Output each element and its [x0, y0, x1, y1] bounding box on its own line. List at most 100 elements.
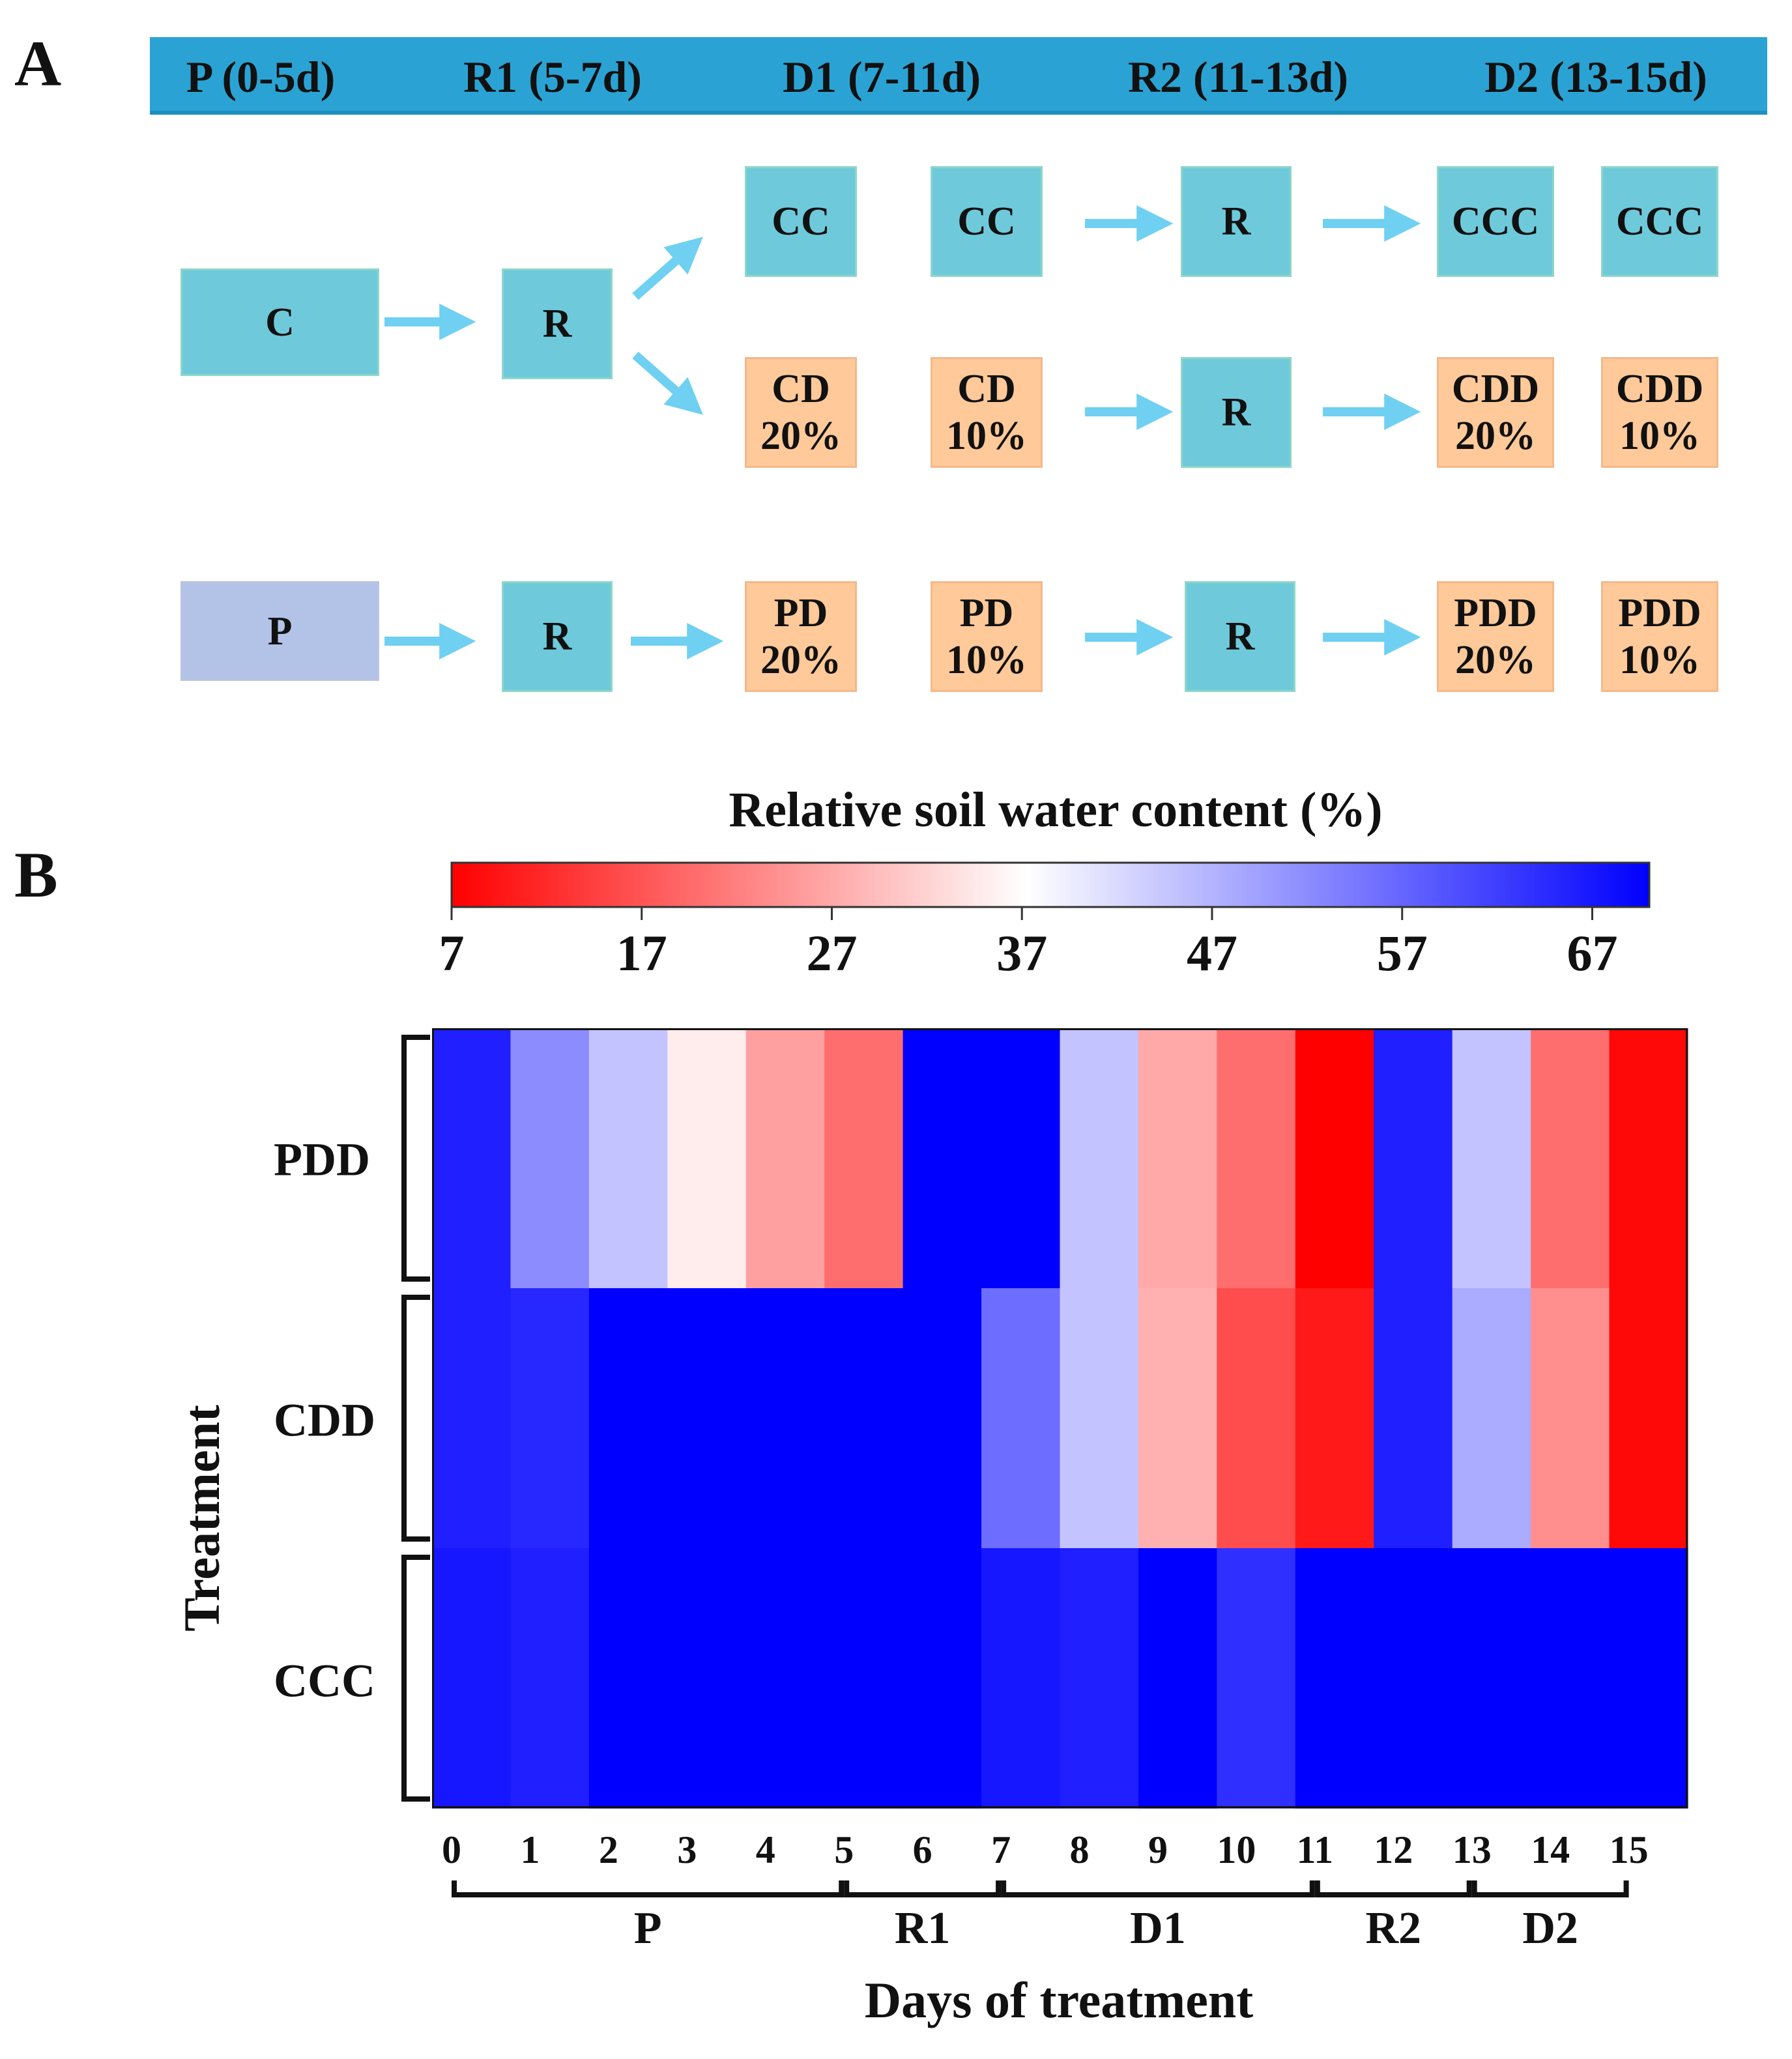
box-pd-10: PD 10%: [931, 581, 1043, 692]
x-tick-label: 14: [1531, 1828, 1570, 1871]
box-line: CDD: [1451, 367, 1540, 411]
heatmap-cell-ccc-day13: [1452, 1548, 1531, 1809]
box-line: CCC: [1451, 199, 1540, 244]
box-line: R: [1225, 614, 1255, 659]
box-line: 20%: [760, 638, 841, 682]
box-c-rewater: R: [502, 268, 613, 379]
box-line: PD: [959, 591, 1014, 635]
colorbar-tick-label: 37: [996, 925, 1048, 981]
x-tick-label: 4: [755, 1828, 775, 1871]
box-line: 20%: [1455, 414, 1536, 458]
heatmap-cell-ccc-day11: [1295, 1548, 1374, 1809]
heatmap-cell-pdd-day12: [1374, 1028, 1453, 1289]
box-line: CC: [772, 199, 830, 244]
row-bracket-ccc: [401, 1555, 430, 1802]
x-tick-label: 3: [677, 1828, 697, 1871]
heatmap-cell-cdd-day6: [903, 1288, 982, 1549]
phase-bracket-r1: [844, 1880, 1002, 1897]
x-tick-label: 11: [1296, 1828, 1334, 1871]
box-line: 20%: [760, 414, 841, 458]
box-line: 10%: [946, 414, 1027, 458]
box-line: R: [542, 302, 572, 346]
box-cc-1: CC: [745, 166, 857, 277]
box-cc-2: CC: [931, 166, 1043, 277]
y-axis-title: Treatment: [173, 1405, 230, 1632]
row-label-pdd: PDD: [274, 1133, 370, 1186]
phase-header-r1: R1 (5-7d): [463, 52, 642, 102]
colorbar-tick-label: 27: [806, 925, 858, 981]
heatmap-cell-pdd-day1: [510, 1028, 590, 1289]
heatmap-cell-cdd-day4: [745, 1288, 825, 1549]
phase-label-p: P: [633, 1903, 662, 1953]
heatmap-cell-cdd-day2: [588, 1288, 668, 1549]
phase-header-r2: R2 (11-13d): [1127, 52, 1349, 102]
heatmap-cell-ccc-day9: [1138, 1548, 1217, 1809]
colorbar-tick-label: 67: [1567, 925, 1618, 981]
heatmap-cell-pdd-day3: [667, 1028, 747, 1289]
box-line: 20%: [1455, 638, 1536, 682]
phase-header-d2: D2 (13-15d): [1484, 52, 1707, 102]
box-pdd-10: PDD 10%: [1601, 581, 1718, 692]
heatmap-cell-cdd-day11: [1295, 1288, 1374, 1549]
box-cdd-20: CDD 20%: [1437, 357, 1554, 468]
phase-label-r2: R2: [1365, 1903, 1422, 1953]
heatmap-cell-cdd-day8: [1060, 1288, 1139, 1549]
heatmap-cell-pdd-day6: [903, 1028, 982, 1289]
heatmap-cell-pdd-day5: [824, 1028, 904, 1289]
heatmap-cell-pdd-day13: [1452, 1028, 1531, 1289]
box-line: P: [267, 609, 293, 654]
heatmap-cell-pdd-day14: [1531, 1028, 1610, 1289]
heatmap-cell-ccc-day7: [981, 1548, 1061, 1809]
colorbar-title: Relative soil water content (%): [729, 783, 1383, 837]
row-label-ccc: CCC: [274, 1654, 375, 1707]
box-line: R: [1221, 390, 1251, 435]
box-line: CC: [957, 199, 1016, 244]
box-line: CCC: [1615, 199, 1704, 244]
phase-bracket-r2: [1314, 1880, 1472, 1897]
phase-bracket-d1: [1001, 1880, 1315, 1897]
heatmap-cell-cdd-day0: [432, 1288, 512, 1549]
box-ccc-2: CCC: [1601, 166, 1718, 277]
phase-label-d1: D1: [1130, 1903, 1186, 1953]
colorbar-gradient: [450, 861, 1651, 908]
arrow-r-to-cc: [632, 237, 703, 300]
box-line: 10%: [1619, 638, 1700, 682]
heatmap-cell-pdd-day7: [981, 1028, 1061, 1289]
row-bracket-pdd: [401, 1035, 430, 1282]
arrow-r-to-cd: [632, 351, 703, 415]
panel-b-letter: B: [14, 839, 58, 911]
heatmap-cell-pdd-day4: [745, 1028, 825, 1289]
box-cd-20: CD 20%: [745, 357, 857, 468]
heatmap-cell-cdd-day10: [1217, 1288, 1296, 1549]
colorbar-tick-label: 57: [1376, 925, 1428, 981]
x-axis-title: Days of treatment: [864, 1972, 1254, 2028]
colorbar: [450, 861, 1651, 920]
box-line: CD: [957, 367, 1016, 411]
box-pd-rewater: R: [1185, 581, 1295, 692]
x-tick-label: 2: [598, 1828, 618, 1871]
phase-bracket-p: [452, 1880, 845, 1897]
heatmap-cell-pdd-day9: [1138, 1028, 1217, 1289]
x-tick-label: 5: [834, 1828, 854, 1871]
box-line: CD: [772, 367, 830, 411]
heatmap-cell-ccc-day0: [432, 1548, 512, 1809]
heatmap-cell-cdd-day1: [510, 1288, 590, 1549]
box-p-start: P: [181, 581, 379, 681]
heatmap-cell-ccc-day15: [1609, 1548, 1688, 1809]
box-line: C: [265, 300, 295, 345]
heatmap-cell-pdd-day11: [1295, 1028, 1374, 1289]
x-tick-label: 6: [912, 1828, 932, 1871]
x-tick-label: 15: [1609, 1828, 1649, 1871]
phase-label-r1: R1: [894, 1903, 951, 1953]
x-tick-label: 9: [1148, 1828, 1168, 1871]
colorbar-tick-label: 17: [616, 925, 667, 981]
heatmap-cell-pdd-day15: [1609, 1028, 1688, 1289]
row-bracket-cdd: [401, 1295, 430, 1542]
flow-arrows: [384, 205, 1421, 659]
box-pd-20: PD 20%: [745, 581, 857, 692]
heatmap-cell-cdd-day14: [1531, 1288, 1610, 1549]
heatmap-cell-cdd-day12: [1374, 1288, 1453, 1549]
heatmap-cell-ccc-day8: [1060, 1548, 1139, 1809]
heatmap-cell-cdd-day3: [667, 1288, 747, 1549]
